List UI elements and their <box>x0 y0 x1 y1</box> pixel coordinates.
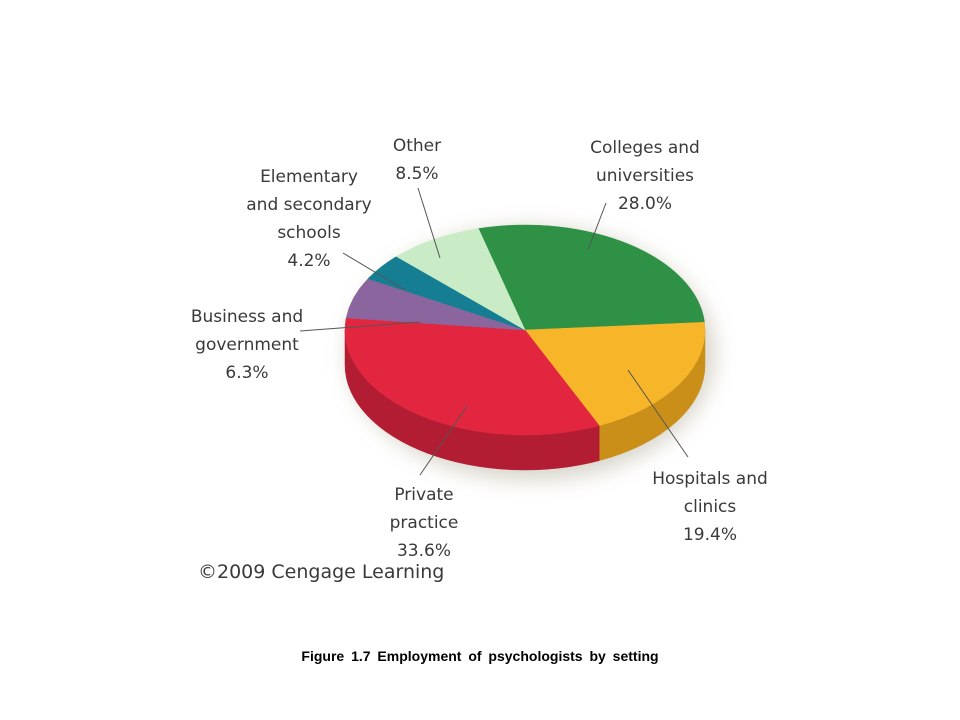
leader-line-business-and-government <box>299 321 421 332</box>
leader-line-private-practice <box>419 405 468 476</box>
slice-label-line: universities <box>596 166 694 186</box>
slice-label-line: 8.5% <box>395 164 438 184</box>
slice-label-line: 19.4% <box>683 525 737 545</box>
slice-label-line: Hospitals and <box>652 469 768 489</box>
slice-label-line: Private <box>394 485 453 505</box>
slice-label-line: practice <box>390 513 459 533</box>
slice-label-colleges-and-universities: Colleges and universities 28.0% <box>590 138 700 214</box>
slice-label-line: 4.2% <box>287 251 330 271</box>
leader-line-elementary-and-secondary-schools <box>342 252 406 291</box>
slice-label-private-practice: Private practice 33.6% <box>390 485 459 561</box>
slice-label-line: Elementary <box>260 167 358 187</box>
slice-label-other: Other 8.5% <box>393 136 441 184</box>
slice-label-line: 28.0% <box>618 194 672 214</box>
leader-line-other <box>417 187 441 259</box>
slice-label-line: and secondary <box>246 195 371 215</box>
copyright-text: ©2009 Cengage Learning <box>198 561 444 583</box>
leader-line-hospitals-and-clinics <box>627 369 689 458</box>
pie-slice-hospitals-and-clinics <box>524 322 706 426</box>
pie-slice-colleges-and-universities <box>478 224 705 331</box>
leader-line-colleges-and-universities <box>587 202 607 251</box>
figure-caption: Figure 1.7 Employment of psychologists b… <box>301 648 659 664</box>
pie-slice-private-practice <box>344 317 600 436</box>
slice-label-elementary-and-secondary-schools: Elementary and secondary schools 4.2% <box>246 167 371 271</box>
slice-label-line: clinics <box>684 497 737 517</box>
slice-label-line: schools <box>277 223 341 243</box>
slice-label-hospitals-and-clinics: Hospitals and clinics 19.4% <box>652 469 768 545</box>
slice-label-line: Business and <box>191 307 303 327</box>
slice-label-business-and-government: Business and government 6.3% <box>191 307 303 383</box>
slice-label-line: 33.6% <box>397 541 451 561</box>
slice-label-line: Other <box>393 136 441 156</box>
slice-label-line: Colleges and <box>590 138 700 158</box>
slice-label-line: 6.3% <box>225 363 268 383</box>
slice-label-line: government <box>195 335 299 355</box>
